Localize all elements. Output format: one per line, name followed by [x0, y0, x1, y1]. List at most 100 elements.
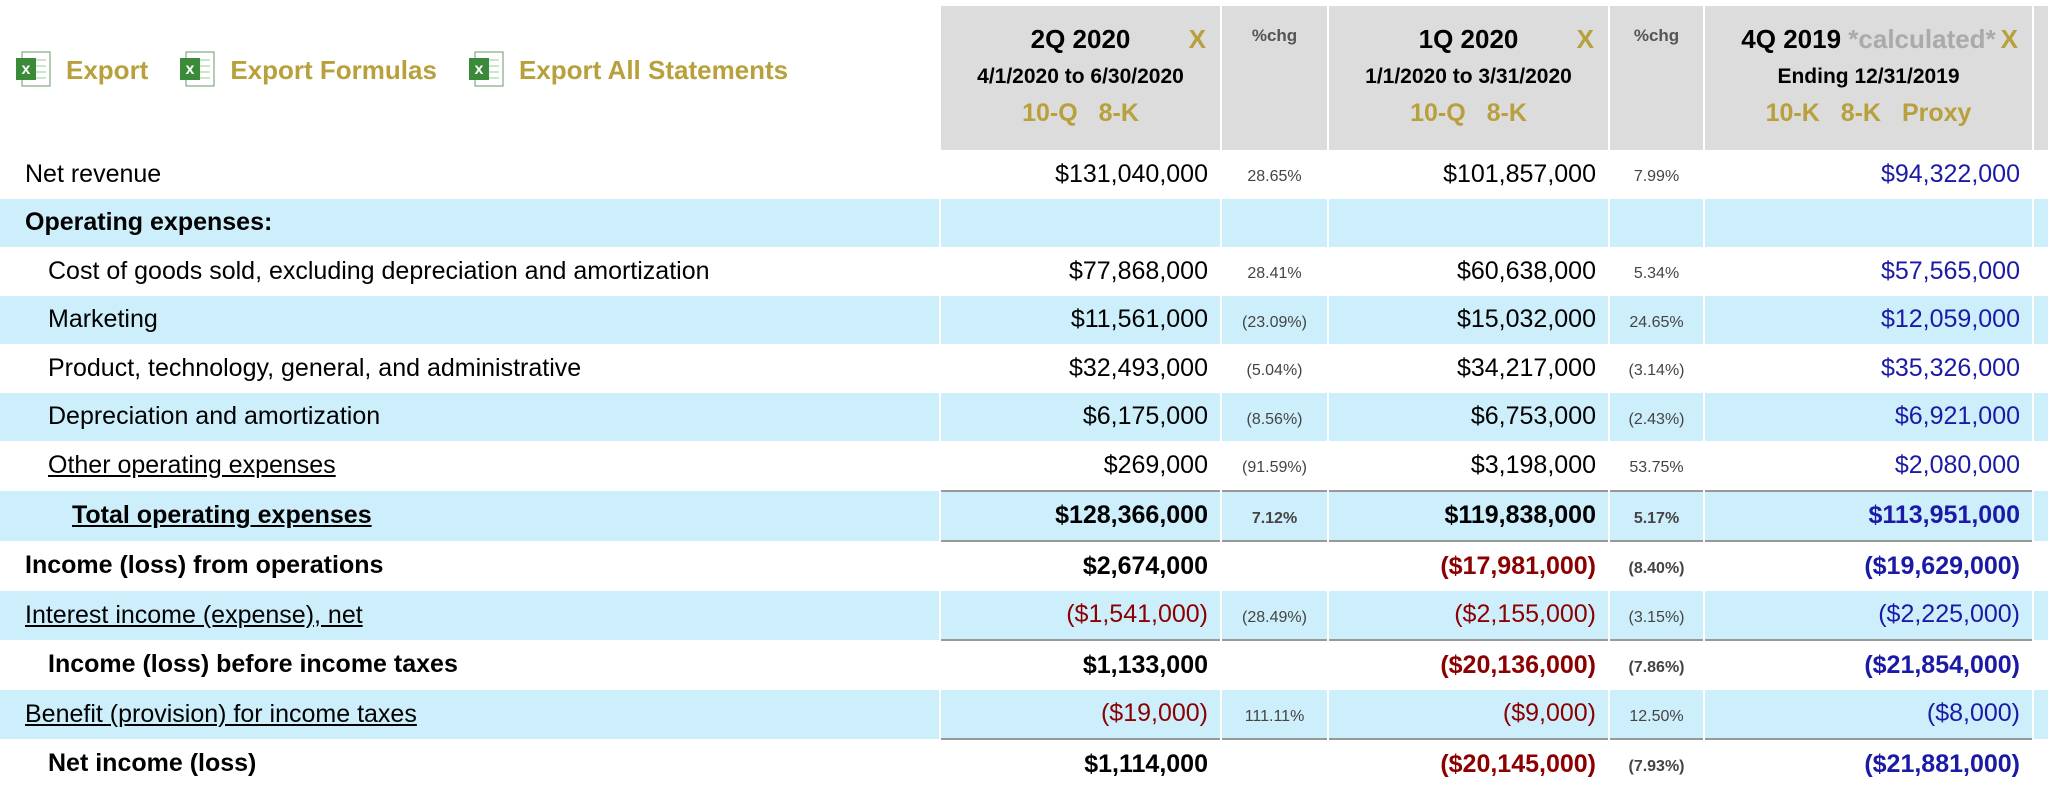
value-cell: $15,032,000 — [1327, 295, 1609, 344]
change-cell: 7.12% — [1220, 489, 1328, 541]
statement-row: Marketing $11,561,000 (23.09%) $15,032,000 2… — [0, 295, 2048, 344]
excel-icon: x — [180, 51, 215, 87]
value-cell: $6,921,000 — [1703, 392, 2033, 441]
change-cell: (3.15%) — [1608, 590, 1704, 640]
change-value: 12.50% — [1629, 707, 1684, 725]
filing-link[interactable]: 8-K — [1486, 99, 1527, 127]
change-cell: 5.34% — [1608, 247, 1704, 296]
period-range: Ending 12/31/2019 — [1777, 65, 1960, 88]
value-cell: $11,561,000 — [939, 295, 1221, 344]
value-cell: $6,753,000 — [1327, 392, 1609, 441]
amount: $6,921,000 — [1894, 402, 2020, 431]
amount: $119,838,000 — [1444, 501, 1596, 530]
change-cell: 24.65% — [1608, 295, 1704, 344]
statement-table: x Export x Export Formulas x Export All … — [0, 6, 2048, 789]
amount: $3,198,000 — [1470, 450, 1596, 479]
value-cell: $60,638,000 — [1327, 247, 1609, 296]
export-all-button[interactable]: Export All Statements — [518, 54, 789, 85]
filing-link[interactable]: 8-K — [1098, 99, 1139, 127]
value-cell: $32,493,000 — [939, 344, 1221, 393]
period-header: 2Q 2020 X 4/1/2020 to 6/30/2020 10-Q 8-K — [939, 6, 1221, 150]
amount: ($20,136,000) — [1440, 650, 1596, 679]
change-cell: 7.99% — [1608, 150, 1704, 199]
row-label-text: Cost of goods sold, excluding depreciati… — [48, 256, 710, 285]
close-button[interactable]: X — [1188, 24, 1206, 54]
change-cell — [1220, 198, 1328, 247]
amount: $32,493,000 — [1068, 353, 1208, 382]
change-value: 24.65% — [1629, 313, 1684, 331]
export-formulas-button[interactable]: Export Formulas — [230, 54, 437, 85]
change-header: %chg — [1608, 6, 1704, 150]
change-cell: 53.75% — [1608, 441, 1704, 491]
row-label: Other operating expenses — [0, 441, 940, 491]
row-label: Net income (loss) — [0, 739, 940, 789]
change-value: (23.09%) — [1242, 313, 1307, 331]
excel-icon: x — [16, 51, 51, 87]
value-cell — [939, 198, 1221, 247]
value-cell: $131,040,000 — [939, 150, 1221, 199]
value-cell: ($17,981,000) — [1327, 540, 1609, 591]
value-cell: $101,857,000 — [1327, 150, 1609, 199]
change-value: 5.34% — [1633, 265, 1680, 283]
row-end — [2032, 590, 2048, 640]
filing-link[interactable]: 10-Q — [1410, 99, 1466, 127]
filing-links: 10-Q 8-K — [1330, 99, 1608, 128]
value-cell: $1,133,000 — [939, 639, 1221, 690]
value-cell: ($8,000) — [1703, 689, 2033, 739]
change-cell — [1220, 738, 1328, 789]
close-button[interactable]: X — [2000, 24, 2018, 54]
row-label-text: Benefit (provision) for income taxes — [25, 699, 417, 728]
amount: ($20,145,000) — [1440, 749, 1596, 778]
export-button[interactable]: Export — [66, 54, 149, 85]
change-value: (3.14%) — [1628, 362, 1685, 380]
amount: ($19,629,000) — [1864, 551, 2020, 580]
statement-row: Cost of goods sold, excluding depreciati… — [0, 247, 2048, 296]
period-range: 4/1/2020 to 6/30/2020 — [977, 65, 1184, 88]
statement-row: Interest income (expense), net ($1,541,00… — [0, 590, 2048, 640]
row-end — [2032, 247, 2048, 296]
statement-row: Total operating expenses $128,366,000 7.12… — [0, 489, 2048, 541]
amount: $131,040,000 — [1055, 159, 1208, 188]
row-end — [2032, 198, 2048, 247]
row-end — [2032, 441, 2048, 491]
value-cell — [1327, 198, 1609, 247]
period-title: 4Q 2019 *calculated* X — [1706, 24, 2032, 55]
toolbar: x Export x Export Formulas x Export All … — [14, 50, 939, 90]
change-value: (2.43%) — [1628, 410, 1685, 428]
filing-links: 10-Q 8-K — [942, 99, 1220, 128]
change-cell: (23.09%) — [1220, 295, 1328, 344]
period-header: 1Q 2020 X 1/1/2020 to 3/31/2020 10-Q 8-K — [1327, 6, 1609, 150]
row-label: Benefit (provision) for income taxes — [0, 689, 940, 739]
value-cell: ($21,881,000) — [1703, 738, 2033, 789]
change-cell: (28.49%) — [1220, 590, 1328, 640]
filing-link[interactable]: 8-K — [1840, 99, 1881, 127]
value-cell: ($1,541,000) — [939, 590, 1221, 640]
filing-link[interactable]: 10-Q — [1022, 99, 1078, 127]
svg-text:x: x — [186, 61, 195, 78]
filing-link[interactable]: 10-K — [1765, 99, 1820, 127]
row-label: Interest income (expense), net — [0, 590, 940, 640]
change-header-text: %chg — [1251, 26, 1298, 45]
amount: ($9,000) — [1502, 699, 1596, 728]
change-cell: 28.65% — [1220, 150, 1328, 199]
amount: $101,857,000 — [1443, 159, 1596, 188]
value-cell: ($20,145,000) — [1327, 738, 1609, 789]
value-cell: $2,674,000 — [939, 540, 1221, 591]
amount: $6,175,000 — [1082, 402, 1208, 431]
row-label-text: Product, technology, general, and admini… — [48, 353, 582, 382]
close-button[interactable]: X — [1576, 24, 1594, 54]
row-end — [2032, 392, 2048, 441]
excel-icon: x — [468, 51, 504, 87]
value-cell: $6,175,000 — [939, 392, 1221, 441]
row-label: Total operating expenses — [0, 490, 940, 541]
row-label-text: Operating expenses: — [25, 208, 273, 237]
value-cell: ($2,155,000) — [1327, 590, 1609, 640]
amount: ($19,000) — [1100, 699, 1208, 728]
change-cell — [1608, 198, 1704, 247]
value-cell: $94,322,000 — [1703, 150, 2033, 199]
period-title: 1Q 2020 X — [1330, 24, 1608, 55]
change-value: (28.49%) — [1242, 608, 1307, 626]
amount: ($2,155,000) — [1454, 600, 1596, 629]
filing-link[interactable]: Proxy — [1901, 99, 1972, 127]
change-cell: 12.50% — [1608, 689, 1704, 739]
